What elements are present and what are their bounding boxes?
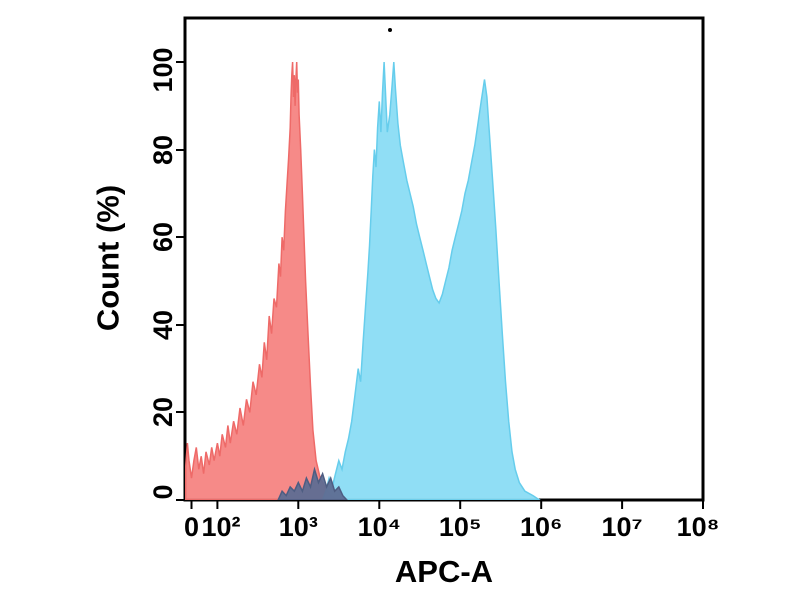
x-tick-1e4: 10⁴ [358, 512, 401, 542]
x-tick-marks [190, 500, 704, 509]
x-tick-1e7: 10⁷ [602, 512, 643, 542]
series-gray-baseline-population [277, 466, 348, 500]
y-tick-marks [176, 61, 185, 501]
x-axis-title: APC-A [395, 554, 493, 589]
x-tick-1e8: 10⁸ [677, 512, 720, 542]
x-tick-1e6: 10⁶ [520, 512, 562, 542]
series-cyan-stained-population [321, 61, 541, 500]
series-group [185, 61, 541, 500]
y-tick-60: 60 [148, 222, 178, 252]
y-tick-0: 0 [148, 484, 178, 499]
y-tick-20: 20 [148, 397, 178, 427]
x-tick-0: 0 [184, 512, 199, 542]
x-tick-1e2: 10² [201, 512, 240, 542]
y-axis-title: Count (%) [91, 185, 126, 331]
y-tick-80: 80 [148, 135, 178, 165]
x-tick-1e5: 10⁵ [439, 512, 482, 542]
x-tick-labels: 0 10² 10³ 10⁴ 10⁵ 10⁶ 10⁷ 10⁸ [184, 512, 719, 542]
x-tick-1e3: 10³ [279, 512, 318, 542]
stray-mark [388, 28, 392, 32]
y-tick-40: 40 [148, 310, 178, 340]
y-tick-100: 100 [148, 47, 178, 92]
series-red-control-population [185, 61, 339, 500]
y-tick-labels: 0 20 40 60 80 100 [148, 47, 178, 499]
